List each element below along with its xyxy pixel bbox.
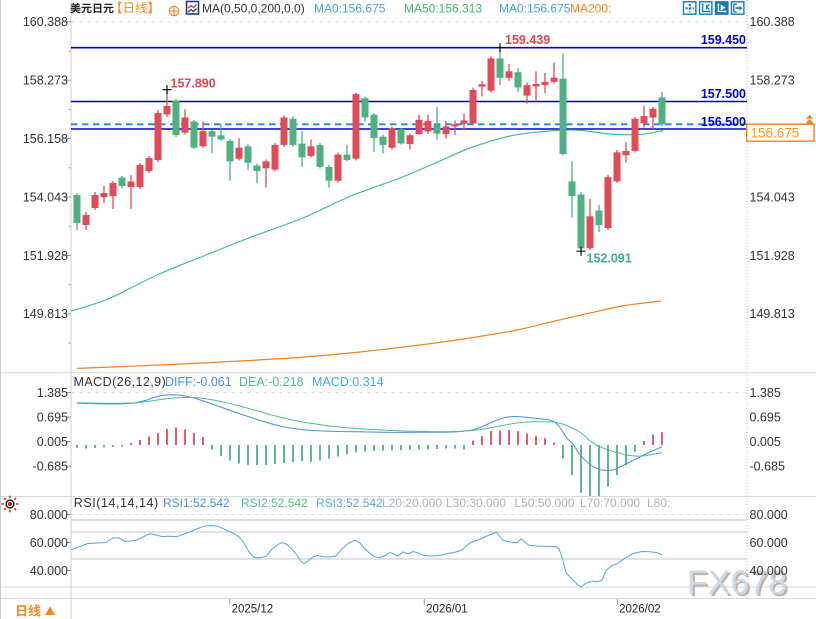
svg-text:FX678: FX678 [689, 566, 789, 604]
svg-text:149.813: 149.813 [23, 307, 68, 321]
svg-text:154.043: 154.043 [23, 190, 68, 204]
svg-text:L80:: L80: [647, 496, 670, 510]
svg-text:158.273: 158.273 [750, 74, 795, 88]
svg-text:80.000: 80.000 [750, 508, 788, 522]
svg-text:MACD:0.314: MACD:0.314 [312, 375, 384, 389]
svg-text:160.388: 160.388 [23, 15, 68, 29]
svg-text:0.695: 0.695 [750, 410, 781, 424]
svg-text:MA(0,50,0,200,0,0): MA(0,50,0,200,0,0) [202, 2, 305, 16]
svg-text:152.091: 152.091 [587, 252, 632, 266]
svg-text:L50:50.000: L50:50.000 [515, 496, 575, 510]
svg-text:80.000: 80.000 [30, 508, 68, 522]
svg-text:157.890: 157.890 [171, 77, 216, 91]
svg-text:2025/12: 2025/12 [232, 603, 274, 615]
svg-text:0.005: 0.005 [750, 435, 781, 449]
svg-text:160.388: 160.388 [750, 15, 795, 29]
svg-text:L20:20.000: L20:20.000 [382, 496, 442, 510]
svg-text:RSI1:52.542: RSI1:52.542 [163, 496, 230, 510]
svg-text:151.928: 151.928 [23, 249, 68, 263]
svg-text:MACD(26,12,9): MACD(26,12,9) [74, 375, 167, 389]
svg-text:0.005: 0.005 [37, 435, 68, 449]
svg-text:60.000: 60.000 [30, 536, 68, 550]
svg-text:156.500: 156.500 [701, 115, 746, 129]
svg-text:RSI(14,14,14): RSI(14,14,14) [74, 496, 159, 510]
svg-text:2026/02: 2026/02 [619, 603, 661, 615]
svg-text:FX678: FX678 [687, 564, 787, 602]
svg-text:MA0:156.675: MA0:156.675 [499, 2, 571, 16]
svg-text:149.813: 149.813 [750, 307, 795, 321]
svg-text:40.000: 40.000 [30, 564, 68, 578]
svg-text:60.000: 60.000 [750, 536, 788, 550]
svg-text:2026/01: 2026/01 [426, 603, 468, 615]
svg-text:158.273: 158.273 [23, 74, 68, 88]
svg-text:154.043: 154.043 [750, 190, 795, 204]
svg-text:RSI3:52.542: RSI3:52.542 [316, 496, 383, 510]
svg-text:-0.685: -0.685 [33, 459, 68, 473]
svg-text:156.158: 156.158 [23, 132, 68, 146]
svg-text:40.000: 40.000 [750, 564, 788, 578]
svg-text:MA200:: MA200: [570, 2, 611, 16]
svg-text:-0.685: -0.685 [750, 459, 785, 473]
svg-text:L30:30.000: L30:30.000 [446, 496, 506, 510]
svg-text:156.675: 156.675 [751, 125, 800, 140]
svg-text:151.928: 151.928 [750, 249, 795, 263]
svg-text:DEA:-0.218: DEA:-0.218 [239, 375, 304, 389]
svg-text:157.500: 157.500 [701, 87, 746, 101]
svg-text:L70:70.000: L70:70.000 [580, 496, 640, 510]
svg-text:DIFF:-0.061: DIFF:-0.061 [165, 375, 232, 389]
svg-text:MA0:156.675: MA0:156.675 [314, 2, 386, 16]
svg-text:1.385: 1.385 [750, 386, 781, 400]
svg-text:159.450: 159.450 [701, 33, 746, 47]
svg-text:RSI2:52.542: RSI2:52.542 [241, 496, 308, 510]
svg-text:0.695: 0.695 [37, 410, 68, 424]
svg-text:1.385: 1.385 [37, 386, 68, 400]
svg-text:MA50:156.313: MA50:156.313 [404, 2, 482, 16]
svg-text:159.439: 159.439 [505, 33, 550, 47]
